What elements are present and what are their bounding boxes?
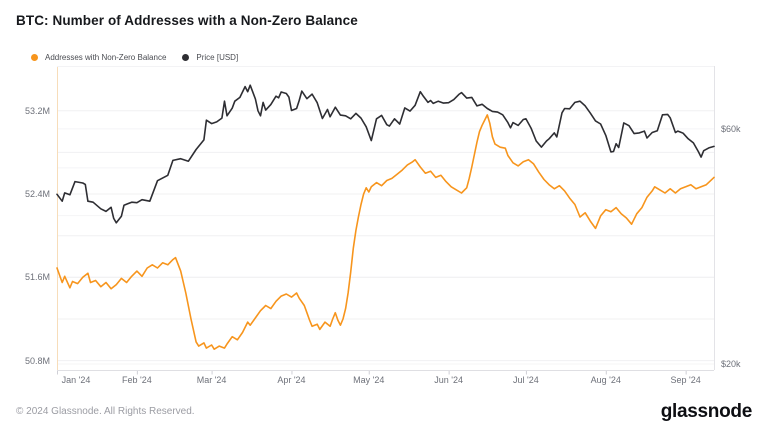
legend-marker-price-icon (182, 53, 190, 61)
x-axis-label: Jan '24 (61, 375, 91, 385)
legend-item-addresses[interactable]: Addresses with Non-Zero Balance (31, 53, 166, 62)
y-axis-left-label: 52.4M (24, 189, 50, 200)
x-axis-label: Jun '24 (434, 375, 463, 385)
chart-legend: Addresses with Non-Zero Balance Price [U… (31, 53, 238, 62)
x-axis-label: Aug '24 (590, 375, 621, 385)
y-axis-left-label: 53.2M (24, 105, 50, 116)
glassnode-logo[interactable]: glassnode (660, 401, 753, 422)
series-line-price (56, 84, 715, 224)
x-axis-label: Sep '24 (670, 375, 701, 385)
legend-label-addresses: Addresses with Non-Zero Balance (45, 52, 167, 62)
y-axis-left-label: 50.8M (24, 355, 50, 366)
x-axis-label: Apr '24 (277, 375, 306, 385)
x-axis-label: Mar '24 (196, 375, 227, 385)
y-axis-right-label: $20k (721, 359, 741, 370)
legend-marker-addresses-icon (31, 53, 38, 61)
x-axis-label: Feb '24 (121, 375, 152, 385)
legend-label-price: Price [USD] (196, 52, 239, 62)
legend-item-price[interactable]: Price [USD] (182, 53, 238, 62)
page-title: BTC: Number of Addresses with a Non-Zero… (16, 13, 358, 28)
copyright-text: © 2024 Glassnode. All Rights Reserved. (16, 406, 195, 417)
x-axis-label: May '24 (353, 375, 385, 385)
x-axis-label: Jul '24 (513, 375, 539, 385)
y-axis-left-label: 51.6M (24, 272, 50, 283)
series-line-addresses (56, 114, 715, 351)
y-axis-right-label: $60k (721, 123, 741, 134)
